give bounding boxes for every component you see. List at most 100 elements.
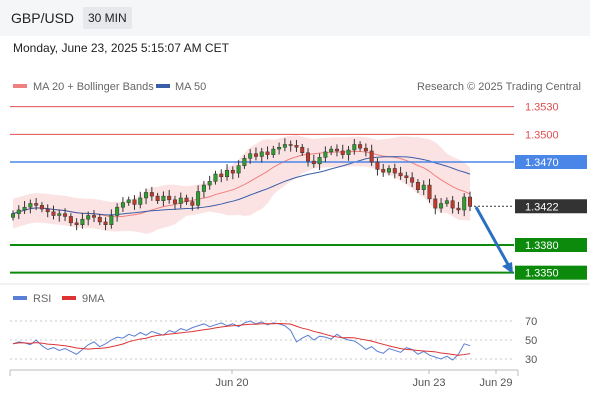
candle-body	[277, 146, 282, 150]
candle-body	[450, 200, 455, 209]
candle-body	[225, 170, 230, 178]
instrument-label: GBP/USD	[11, 10, 75, 26]
pivot-badge	[515, 155, 587, 169]
candle-body	[253, 153, 258, 157]
header-bar: GBP/USD 30 MIN	[0, 0, 590, 36]
candle-body	[86, 215, 91, 220]
candle-body	[120, 202, 125, 208]
candle-body	[178, 197, 183, 204]
ma20-legend-swatch	[13, 84, 27, 88]
x-axis-ticks: Jun 20 Jun 23 Jun 29	[215, 370, 513, 389]
resistance-label-0: 1.3530	[525, 102, 559, 114]
candle-body	[22, 206, 27, 211]
candle-body	[63, 213, 68, 217]
pivot-label: 1.3470	[525, 157, 559, 169]
rsi-panel: 70 50 30	[10, 316, 537, 366]
last-price-label: 1.3422	[525, 201, 559, 213]
candlesticks	[11, 138, 472, 231]
candle-body	[45, 208, 50, 213]
support-badge-4	[515, 238, 587, 252]
candle-body	[51, 211, 56, 216]
rsi-tick-label-70: 70	[525, 316, 537, 328]
key-levels: 1.3530 1.3500 1.3470 1.3422 1.3380 1.3350	[10, 102, 587, 280]
candle-body	[16, 209, 21, 214]
bollinger-bands	[12, 135, 471, 234]
ma50-line	[12, 156, 471, 216]
candle-body	[97, 217, 102, 223]
candle-body	[39, 205, 44, 210]
candle-body	[358, 144, 363, 149]
candle-body	[340, 150, 345, 155]
candle-body	[346, 149, 351, 155]
x-tick-label: Jun 29	[479, 377, 512, 389]
candle-body	[271, 148, 276, 155]
candle-body	[381, 169, 386, 173]
candle-body	[444, 200, 449, 204]
support-label-5: 1.3350	[525, 268, 559, 280]
candle-body	[259, 151, 264, 157]
candle-body	[242, 158, 247, 166]
support-badge-5	[515, 265, 587, 280]
candle-body	[369, 150, 374, 163]
candle-body	[230, 170, 235, 174]
candle-body	[265, 151, 270, 155]
candle-body	[213, 173, 218, 182]
ma50-legend-swatch	[156, 84, 170, 88]
candle-body	[352, 144, 357, 151]
x-tick-label: Jun 23	[412, 377, 445, 389]
candle-body	[294, 145, 299, 148]
candle-body	[190, 201, 195, 206]
candle-body	[80, 218, 85, 225]
rsi-legend-swatch	[13, 296, 27, 300]
candle-body	[415, 182, 420, 190]
projection-arrowhead	[502, 262, 513, 274]
candle-body	[300, 146, 305, 154]
rsi-ma-line	[12, 323, 471, 356]
candle-body	[167, 195, 172, 201]
credit-label: Research © 2025 Trading Central	[417, 81, 581, 93]
candle-body	[161, 195, 166, 201]
candle-body	[306, 152, 311, 162]
candle-body	[149, 192, 154, 197]
rsi-tick-label-30: 30	[525, 354, 537, 366]
rsi-tick-label-50: 50	[525, 335, 537, 347]
candle-body	[334, 148, 339, 152]
timeframe-button[interactable]: 30 MIN	[83, 7, 132, 29]
candle-body	[138, 197, 143, 205]
candle-body	[132, 199, 137, 205]
candle-body	[172, 199, 177, 204]
candle-body	[57, 213, 62, 216]
candle-body	[103, 221, 108, 225]
candle-body	[219, 173, 224, 178]
candle-body	[363, 147, 368, 152]
candle-body	[387, 168, 391, 173]
candle-body	[288, 144, 293, 146]
candle-body	[462, 196, 467, 211]
resistance-label-1: 1.3500	[525, 129, 559, 141]
candle-body	[427, 184, 432, 200]
candle-body	[201, 184, 206, 192]
candle-body	[115, 206, 120, 216]
candle-body	[375, 161, 380, 170]
candle-body	[207, 181, 212, 186]
candle-body	[236, 165, 241, 174]
candle-body	[68, 216, 73, 224]
candle-body	[329, 148, 334, 153]
projection-arrow	[474, 206, 512, 269]
candle-body	[184, 197, 189, 202]
candle-body	[126, 199, 131, 203]
rsi-ma-legend-swatch	[62, 296, 76, 300]
candle-body	[398, 172, 403, 177]
last-price-badge	[515, 199, 587, 214]
candle-body	[248, 153, 253, 159]
ma20-legend-label: MA 20 + Bollinger Bands	[33, 81, 154, 93]
candle-body	[196, 191, 201, 206]
candle-body	[468, 196, 472, 207]
candle-body	[11, 213, 15, 218]
candle-body	[439, 203, 444, 209]
support-label-4: 1.3380	[525, 240, 559, 252]
rsi-ma-legend-label: 9MA	[82, 293, 105, 305]
candle-body	[433, 198, 438, 209]
ma50-legend-label: MA 50	[175, 81, 206, 93]
candle-body	[404, 175, 409, 178]
